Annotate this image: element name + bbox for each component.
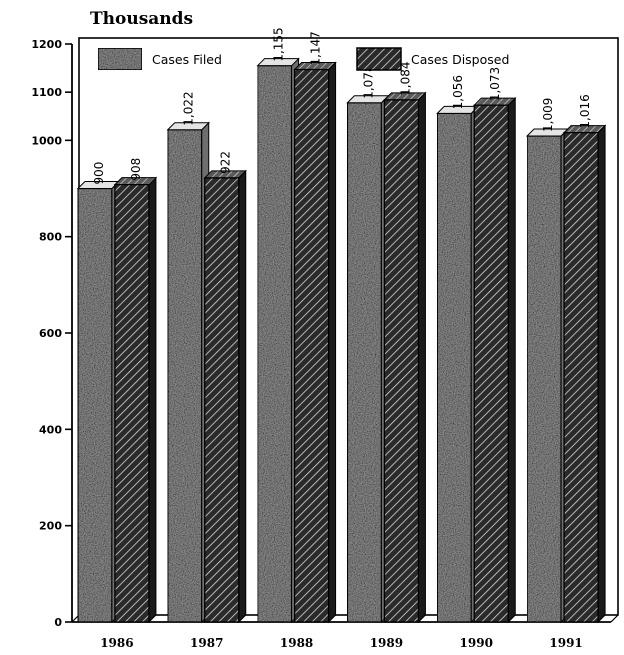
x-tick-label-1990: 1990 <box>460 636 493 650</box>
y-unit-label: Thousands <box>90 9 193 29</box>
x-tick-label-1987: 1987 <box>190 636 223 650</box>
bar-cases-disposed-1990-side <box>507 96 516 624</box>
bar-cases-filed-1988-front <box>256 65 293 623</box>
data-label-cases-disposed-1989: 1,084 <box>398 62 412 96</box>
y-tick-label: 1100 <box>31 86 62 99</box>
bar-cases-disposed-1986-front <box>114 183 150 623</box>
floor-edge <box>610 614 619 623</box>
bar-cases-disposed-1987-side <box>238 169 247 624</box>
bar-cases-disposed-1991 <box>562 124 607 624</box>
bar-cases-disposed-1990 <box>473 96 517 624</box>
y-axis: 0 200 400 600 800 1000 1100 1200 <box>31 38 72 629</box>
bar-cases-disposed-1988-side <box>328 61 337 624</box>
y-tick-label: 200 <box>39 520 62 533</box>
bar-cases-filed-1990-front <box>436 112 472 623</box>
data-label-cases-filed-1988: 1,155 <box>272 27 286 61</box>
x-axis: 1986 1987 1988 1989 1990 1991 <box>100 636 583 650</box>
bar-cases-filed-1989 <box>346 94 390 624</box>
y-tick-label: 0 <box>54 616 62 629</box>
bar-cases-disposed-1989 <box>383 91 427 624</box>
data-label-cases-filed-1991: 1,009 <box>541 98 555 132</box>
legend-swatch-cases-filed <box>97 47 143 71</box>
x-tick-label-1988: 1988 <box>280 636 313 650</box>
bar-cases-filed-1989-front <box>346 102 383 623</box>
y-tick-label: 1200 <box>31 38 62 51</box>
data-label-cases-filed-1986: 900 <box>92 162 106 185</box>
bar-cases-disposed-1990-front <box>473 104 509 623</box>
bar-cases-disposed-1991-side <box>597 124 606 624</box>
data-label-cases-disposed-1991: 1,016 <box>578 94 592 128</box>
bar-cases-disposed-1991-front <box>563 131 599 623</box>
bar-cases-disposed-1986 <box>113 176 158 624</box>
legend-label-cases-disposed: Cases Disposed <box>411 52 509 67</box>
data-label-cases-filed-1987: 1,022 <box>182 91 196 125</box>
bar-cases-filed-1987-front <box>167 129 203 623</box>
bar-cases-disposed-1988-front <box>293 68 330 623</box>
x-tick-label-1986: 1986 <box>100 636 133 650</box>
bar-cases-filed-1986-front <box>77 187 113 623</box>
bar-cases-disposed-1986-side <box>148 176 157 624</box>
data-label-cases-disposed-1988: 1,147 <box>309 31 323 65</box>
legend-swatch-cases-disposed <box>356 47 402 71</box>
bar-cases-filed-1991-front <box>526 135 562 623</box>
x-tick-label-1991: 1991 <box>549 636 582 650</box>
bar-cases-filed-1991 <box>525 127 570 624</box>
bar-cases-disposed-1989-front <box>383 99 420 623</box>
bar-cases-disposed-1987 <box>203 169 247 624</box>
bar-cases-disposed-1989-side <box>417 91 426 624</box>
data-label-cases-filed-1989: 1,078 <box>361 64 375 98</box>
bar-cases-filed-1986 <box>76 180 121 624</box>
legend-label-cases-filed: Cases Filed <box>152 52 222 67</box>
data-label-cases-disposed-1987: 922 <box>219 151 233 174</box>
bar-cases-filed-1988 <box>256 57 300 624</box>
bars: 900 908 1,022 922 1,155 1,147 1,078 1,084 1,056 1… <box>76 27 607 624</box>
data-label-cases-disposed-1986: 908 <box>129 158 143 181</box>
bar-cases-disposed-1988 <box>293 61 337 624</box>
y-tick-label: 600 <box>39 327 62 340</box>
legend: Cases Filed Cases Disposed <box>97 47 509 71</box>
bar-cases-filed-1987 <box>166 121 210 624</box>
y-tick-label: 1000 <box>31 134 62 147</box>
data-label-cases-disposed-1990: 1,073 <box>488 67 502 101</box>
x-tick-label-1989: 1989 <box>370 636 403 650</box>
bar-cases-filed-1990 <box>436 105 480 624</box>
y-tick-label: 400 <box>39 423 62 436</box>
y-tick-label: 800 <box>39 231 62 244</box>
data-label-cases-filed-1990: 1,056 <box>451 75 465 109</box>
bar-cases-disposed-1987-front <box>204 177 240 623</box>
